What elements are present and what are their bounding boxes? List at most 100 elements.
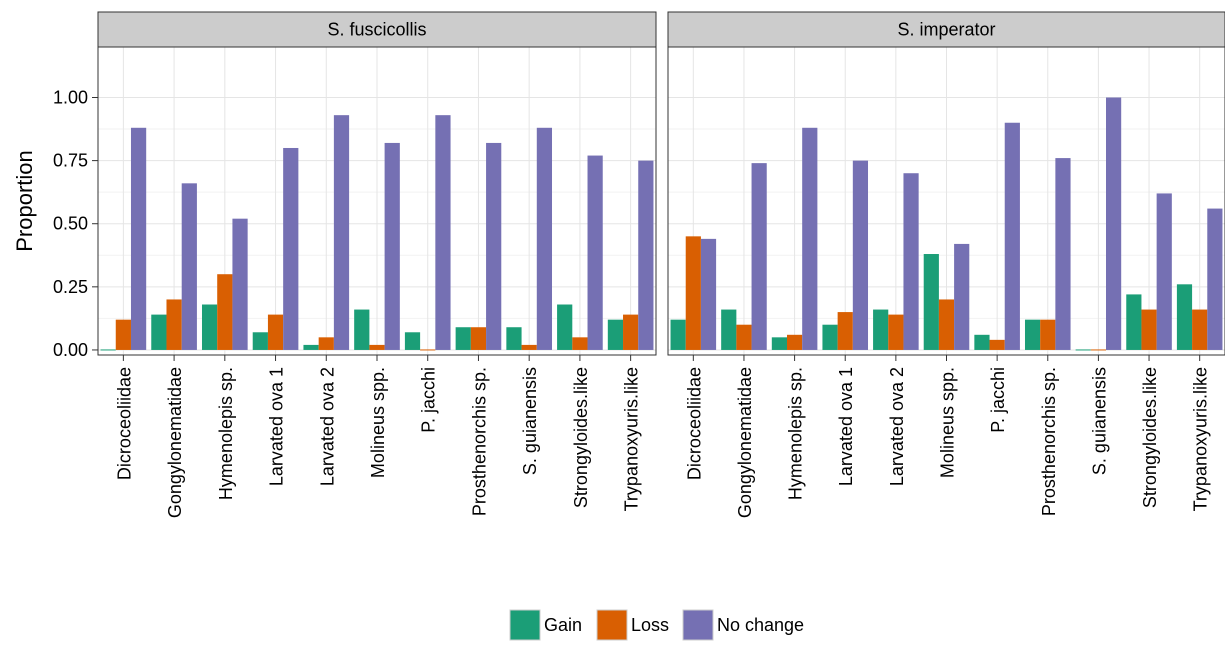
bar-no-change bbox=[232, 218, 248, 350]
bar-loss bbox=[685, 236, 701, 350]
x-tick-label: Larvated ova 1 bbox=[267, 367, 287, 486]
bar-no-change bbox=[638, 160, 654, 350]
bar-gain bbox=[974, 334, 990, 350]
legend-label: No change bbox=[717, 615, 804, 635]
bar-loss bbox=[267, 314, 284, 350]
y-axis-label: Proportion bbox=[12, 150, 37, 252]
bar-gain bbox=[1126, 294, 1142, 350]
bar-no-change bbox=[1055, 158, 1071, 350]
x-tick-label: Dicroceoliidae bbox=[684, 367, 704, 480]
x-tick-label: Prosthenorchis sp. bbox=[469, 367, 489, 516]
bar-gain bbox=[721, 309, 737, 350]
x-tick-label: Strongyloides.like bbox=[1140, 367, 1160, 508]
bar-gain bbox=[607, 319, 624, 350]
bar-loss bbox=[736, 324, 752, 350]
bar-loss bbox=[888, 314, 904, 350]
y-tick-label: 0.75 bbox=[53, 151, 88, 171]
bar-gain bbox=[923, 254, 939, 350]
bar-no-change bbox=[802, 127, 818, 350]
x-tick-label: Dicroceoliidae bbox=[114, 367, 134, 480]
bar-gain bbox=[303, 344, 319, 350]
bar-gain bbox=[771, 337, 787, 350]
bar-gain bbox=[557, 304, 573, 350]
legend-swatch-gain bbox=[509, 609, 541, 641]
bar-no-change bbox=[1106, 97, 1122, 350]
facet-strip bbox=[97, 11, 657, 48]
x-tick-label: P. jacchi bbox=[988, 367, 1008, 433]
bar-no-change bbox=[751, 163, 767, 350]
bar-gain bbox=[404, 332, 421, 350]
bar-gain bbox=[822, 324, 838, 350]
legend-swatch-loss bbox=[596, 609, 628, 641]
x-tick-label: Larvated ova 2 bbox=[317, 367, 337, 486]
facet-strip-title: S. imperator bbox=[897, 20, 995, 40]
bar-loss bbox=[420, 349, 436, 351]
y-tick-label: 0.25 bbox=[53, 277, 88, 297]
bar-loss bbox=[217, 274, 233, 350]
bar-gain bbox=[1075, 349, 1091, 351]
bar-no-change bbox=[486, 142, 502, 350]
y-tick-label: 0.50 bbox=[53, 214, 88, 234]
bar-no-change bbox=[700, 238, 717, 350]
bar-gain bbox=[1024, 319, 1041, 350]
x-tick-label: Larvated ova 2 bbox=[887, 367, 907, 486]
legend-swatch-no-change bbox=[682, 609, 714, 641]
bar-loss bbox=[938, 299, 955, 350]
bar-no-change bbox=[333, 115, 350, 350]
bar-gain bbox=[354, 309, 370, 350]
legend-label: Loss bbox=[631, 615, 669, 635]
bar-gain bbox=[455, 327, 471, 350]
x-tick-label: Trypanoxyuris.like bbox=[622, 367, 642, 511]
bar-no-change bbox=[384, 142, 400, 350]
bar-gain bbox=[873, 309, 889, 350]
x-tick-label: Larvated ova 1 bbox=[836, 367, 856, 486]
bar-loss bbox=[166, 299, 182, 350]
bar-no-change bbox=[903, 173, 919, 350]
x-tick-label: P. jacchi bbox=[419, 367, 439, 433]
bar-loss bbox=[318, 337, 334, 350]
x-tick-label: Molineus spp. bbox=[938, 367, 958, 478]
bar-gain bbox=[151, 314, 167, 350]
x-tick-label: Hymenolepis sp. bbox=[786, 367, 806, 500]
bar-no-change bbox=[852, 160, 869, 350]
bar-gain bbox=[100, 349, 116, 351]
x-tick-label: S. guianensis bbox=[520, 367, 540, 475]
bar-loss bbox=[837, 312, 853, 350]
bar-loss bbox=[572, 337, 588, 350]
bar-loss bbox=[115, 319, 131, 350]
bar-loss bbox=[1040, 319, 1056, 350]
bar-loss bbox=[623, 314, 639, 350]
y-tick-label: 1.00 bbox=[53, 87, 88, 107]
x-tick-label: Gongylonematidae bbox=[735, 367, 755, 518]
bar-no-change bbox=[181, 183, 197, 350]
bar-no-change bbox=[1207, 208, 1223, 350]
bar-loss bbox=[1192, 309, 1208, 350]
x-tick-label: Strongyloides.like bbox=[571, 367, 591, 508]
bar-gain bbox=[201, 304, 218, 350]
bar-no-change bbox=[954, 243, 970, 350]
y-tick-label: 0.00 bbox=[53, 340, 88, 360]
bar-loss bbox=[1090, 349, 1107, 351]
bar-loss bbox=[1141, 309, 1157, 350]
facet-strip-title: S. fuscicollis bbox=[327, 20, 426, 40]
bar-no-change bbox=[435, 115, 451, 350]
bar-loss bbox=[470, 327, 487, 350]
x-tick-label: Molineus spp. bbox=[368, 367, 388, 478]
bar-gain bbox=[506, 327, 522, 350]
bar-loss bbox=[786, 334, 803, 350]
bar-no-change bbox=[1004, 122, 1020, 350]
bar-no-change bbox=[536, 127, 553, 350]
bar-no-change bbox=[587, 155, 603, 350]
x-tick-label: S. guianensis bbox=[1089, 367, 1109, 475]
x-tick-label: Trypanoxyuris.like bbox=[1191, 367, 1211, 511]
facet-strip bbox=[667, 11, 1225, 48]
bar-no-change bbox=[1156, 193, 1172, 350]
bar-gain bbox=[1176, 284, 1193, 350]
bar-no-change bbox=[283, 147, 299, 350]
bar-no-change bbox=[130, 127, 147, 350]
x-tick-label: Gongylonematidae bbox=[165, 367, 185, 518]
bar-gain bbox=[252, 332, 268, 350]
bar-loss bbox=[521, 344, 537, 350]
